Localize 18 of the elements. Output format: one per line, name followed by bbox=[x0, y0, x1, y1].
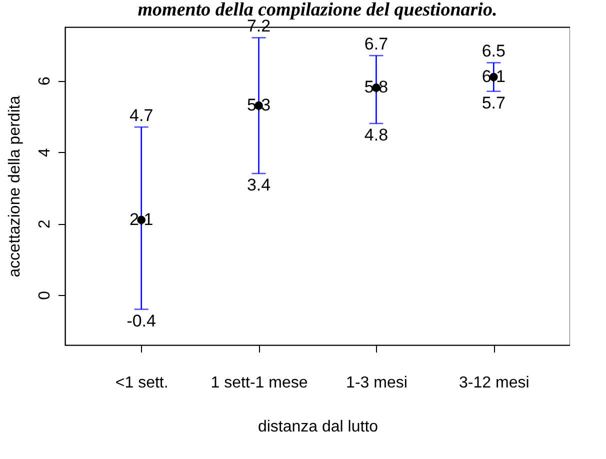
annotation: 6.5 bbox=[482, 42, 506, 61]
annotation: 6.7 bbox=[364, 34, 388, 54]
x-tick-label: <1 sett. bbox=[115, 374, 168, 392]
y-tick-label: 0 bbox=[36, 290, 54, 300]
annotation: -0.4 bbox=[126, 311, 156, 330]
annotation: 4.7 bbox=[130, 106, 154, 126]
annotation: 4.8 bbox=[364, 125, 388, 144]
y-tick-label: 4 bbox=[36, 148, 54, 158]
x-axis-title: distanza dal lutto bbox=[258, 418, 378, 436]
x-tick-label: 1 sett-1 mese bbox=[210, 374, 308, 392]
y-axis-title: accettazione della perdita bbox=[6, 96, 24, 278]
y-tick-label: 2 bbox=[36, 219, 54, 228]
annotation: 3.4 bbox=[246, 175, 271, 194]
x-tick-label: 3-12 mesi bbox=[459, 374, 530, 392]
annotation: 5.7 bbox=[482, 93, 506, 112]
x-tick-label: 1-3 mesi bbox=[346, 374, 408, 392]
y-tick-label: 6 bbox=[36, 76, 54, 86]
chart-title: momento della compilazione del questionario. bbox=[138, 0, 498, 21]
